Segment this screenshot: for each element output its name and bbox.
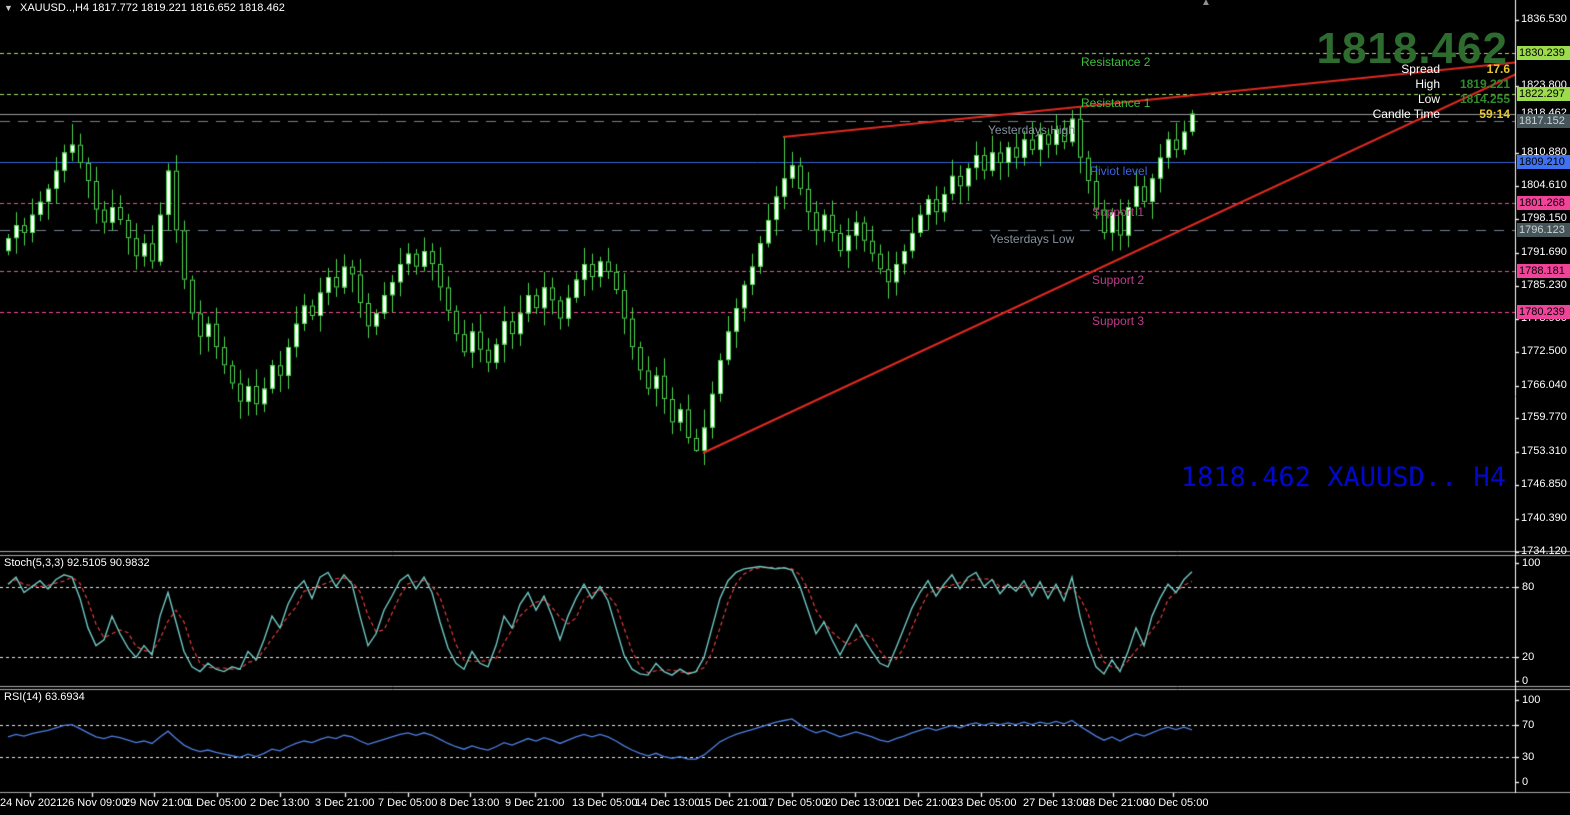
info-row-low: Low 1814.255 <box>1418 92 1510 106</box>
time-axis-label[interactable]: 26 Nov 09:00 <box>62 797 128 809</box>
time-axis-label[interactable]: 8 Dec 13:00 <box>440 797 500 809</box>
price-axis-label: 1759.770 <box>1521 411 1567 424</box>
rsi-indicator-label: RSI(14) 63.6934 <box>4 691 85 703</box>
time-axis-label[interactable]: 7 Dec 05:00 <box>378 797 438 809</box>
rsi-axis-label: 0 <box>1522 776 1529 788</box>
time-axis-label[interactable]: 13 Dec 05:00 <box>572 797 638 809</box>
time-axis-label[interactable]: 20 Dec 13:00 <box>825 797 891 809</box>
rsi-axis-label: 70 <box>1522 718 1535 731</box>
time-axis-label[interactable]: 2 Dec 13:00 <box>250 797 310 809</box>
stoch-indicator-label: Stoch(5,3,3) 92.5105 90.9832 <box>4 557 150 569</box>
stoch-axis-label: 100 <box>1522 557 1541 569</box>
price-axis-label: 1766.040 <box>1521 378 1567 391</box>
stoch-axis-label: 80 <box>1522 580 1535 593</box>
chevron-down-icon[interactable]: ▼ <box>4 3 13 13</box>
price-axis-box-yesterdays-high: 1817.152 <box>1517 113 1570 128</box>
time-axis-label[interactable]: 23 Dec 05:00 <box>951 797 1017 809</box>
series-end-marker-icon: ▲ <box>1201 0 1211 8</box>
time-axis-label[interactable]: 14 Dec 13:00 <box>635 797 701 809</box>
rsi-axis-label: 100 <box>1522 694 1541 706</box>
price-axis-label: 1798.150 <box>1521 212 1567 225</box>
level-label-yesterdays-high: Yesterdays High <box>988 122 1075 137</box>
price-axis-label: 1772.500 <box>1521 345 1567 358</box>
price-axis-label: 1740.390 <box>1521 511 1567 524</box>
info-row-high: High 1819.221 <box>1415 77 1510 91</box>
info-value: 1814.255 <box>1459 92 1510 106</box>
stoch-axis-label: 20 <box>1522 651 1535 664</box>
price-axis-box-resistance-1: 1822.297 <box>1517 86 1570 101</box>
info-label: Candle Time <box>1372 107 1440 121</box>
price-axis-box-support-2: 1788.181 <box>1517 263 1570 278</box>
time-axis-label[interactable]: 28 Dec 21:00 <box>1083 797 1149 809</box>
price-axis-label: 1734.120 <box>1521 544 1567 557</box>
level-label-piviot-level: Piviot level <box>1090 163 1148 178</box>
current-price-display: 1818.462 <box>1316 24 1508 73</box>
symbol-ohlc-values: 1817.772 1819.221 1816.652 1818.462 <box>92 2 285 14</box>
price-axis-box-yesterdays-low: 1796.123 <box>1517 222 1570 237</box>
price-axis-label: 1804.610 <box>1521 178 1567 191</box>
info-row-spread: Spread 17.6 <box>1401 62 1510 76</box>
time-axis-label[interactable]: 24 Nov 2021 <box>0 797 63 809</box>
info-value: 59:14 <box>1479 107 1510 121</box>
info-label: Low <box>1417 92 1440 106</box>
info-value: 17.6 <box>1486 62 1510 76</box>
price-axis-label: 1836.530 <box>1521 13 1567 25</box>
time-axis-label[interactable]: 1 Dec 05:00 <box>187 797 247 809</box>
info-label: Spread <box>1401 62 1440 76</box>
level-label-support-2: Support 2 <box>1092 272 1145 287</box>
time-axis-label[interactable]: 17 Dec 05:00 <box>762 797 828 809</box>
price-axis-box-support-3: 1780.239 <box>1517 305 1570 320</box>
time-axis-label[interactable]: 30 Dec 05:00 <box>1143 797 1209 809</box>
time-axis-label[interactable]: 29 Nov 21:00 <box>124 797 190 809</box>
chart-watermark: 1818.462 XAUUSD.. H4 <box>1180 462 1506 493</box>
price-axis-label: 1753.310 <box>1521 444 1567 457</box>
level-label-resistance-1: Resistance 1 <box>1081 95 1151 110</box>
level-label-resistance-2: Resistance 2 <box>1081 54 1151 69</box>
price-axis-box-piviot-level: 1809.210 <box>1517 154 1570 169</box>
symbol-period-label: XAUUSD..,H4 <box>19 2 90 14</box>
level-label-support-1: Support 1 <box>1092 205 1145 219</box>
level-label-support-3: Support 3 <box>1092 314 1145 329</box>
time-axis-label[interactable]: 15 Dec 21:00 <box>699 797 765 809</box>
time-axis-label[interactable]: 21 Dec 21:00 <box>888 797 954 809</box>
info-value: 1819.221 <box>1459 77 1510 91</box>
price-axis-label: 1785.230 <box>1521 279 1567 292</box>
price-axis-box-support-1: 1801.268 <box>1517 196 1570 210</box>
time-axis-label[interactable]: 3 Dec 21:00 <box>315 797 375 809</box>
stoch-axis-label: 0 <box>1522 675 1529 687</box>
price-axis-label: 1791.690 <box>1521 245 1567 258</box>
symbol-title: ▼ XAUUSD..,H4 1817.772 1819.221 1816.652… <box>4 2 285 14</box>
price-axis-box-resistance-2: 1830.239 <box>1517 45 1570 60</box>
level-label-yesterdays-low: Yesterdays Low <box>990 231 1075 246</box>
rsi-axis-label: 30 <box>1522 751 1535 764</box>
info-row-candle-time: Candle Time 59:14 <box>1373 107 1510 121</box>
info-label: High <box>1415 77 1440 91</box>
time-axis-label[interactable]: 27 Dec 13:00 <box>1023 797 1089 809</box>
time-axis-label[interactable]: 9 Dec 21:00 <box>505 797 565 809</box>
price-axis-label: 1746.850 <box>1521 478 1567 491</box>
